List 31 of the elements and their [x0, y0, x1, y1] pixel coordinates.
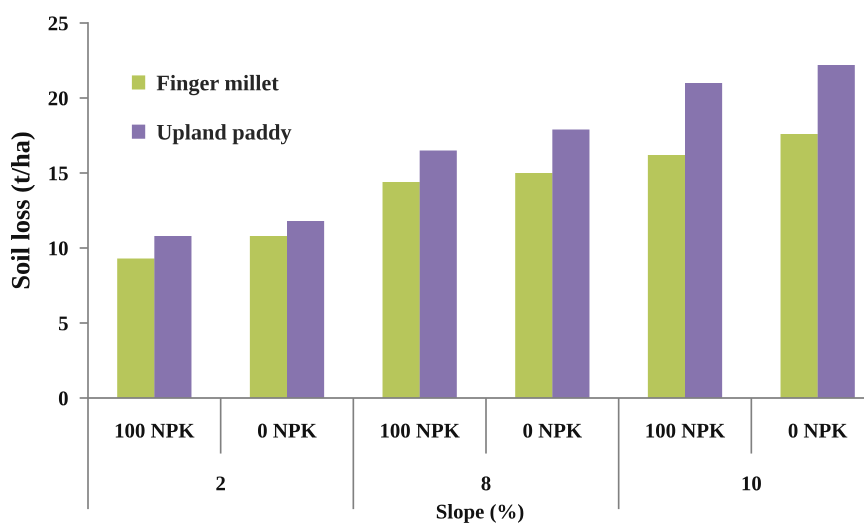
- bar: [552, 130, 590, 398]
- bar: [685, 83, 722, 398]
- y-tick-label: 20: [48, 91, 68, 106]
- x-tick-label: 100 NPK: [381, 424, 460, 438]
- bar: [420, 150, 457, 398]
- y-tick-label: 25: [48, 16, 68, 30]
- bar: [117, 258, 154, 398]
- bar: [515, 173, 552, 398]
- y-tick-label: 5: [58, 316, 68, 330]
- x-axis-title: Slope (%): [436, 504, 524, 523]
- x-tick-label: 100 NPK: [646, 424, 726, 438]
- bar: [780, 134, 818, 398]
- bar: [154, 236, 192, 398]
- y-axis-title: Soil loss (t/ha): [11, 132, 35, 288]
- bar: [818, 65, 855, 398]
- bar: [648, 155, 685, 398]
- text: 10: [742, 476, 761, 490]
- bar: [250, 236, 287, 398]
- x-tick-label: 0 NPK: [258, 424, 317, 438]
- x-tick-label: 0 NPK: [523, 424, 582, 438]
- bar: [382, 182, 420, 398]
- y-tick-label: 10: [49, 241, 68, 256]
- y-tick-label: 0: [58, 391, 68, 406]
- x-tick-label: 100 NPK: [116, 424, 194, 438]
- x-tick-label: 0 NPK: [788, 424, 848, 438]
- legend-label: Upland paddy: [156, 124, 292, 144]
- bar: [287, 221, 324, 398]
- y-tick-label: 15: [49, 166, 68, 180]
- legend-label: Finger millet: [156, 74, 279, 96]
- text: 8: [481, 476, 491, 490]
- text: 2: [216, 476, 225, 490]
